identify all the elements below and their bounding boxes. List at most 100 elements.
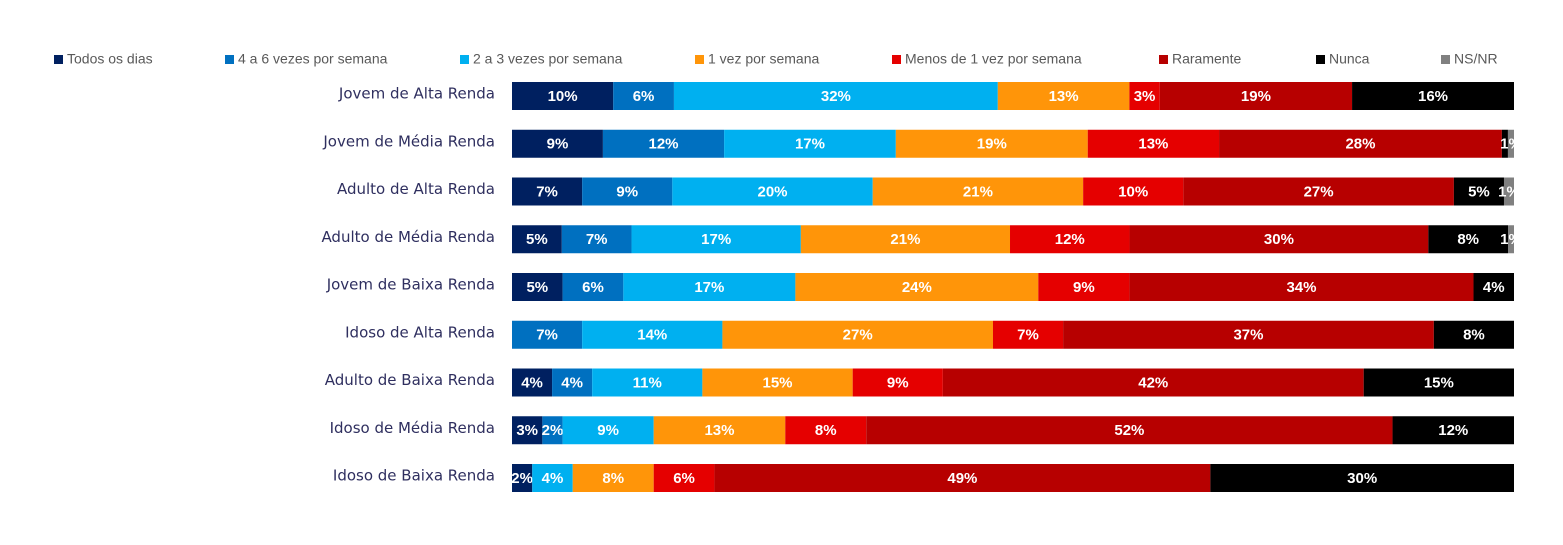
category-label: Idoso de Média Renda [330, 419, 495, 437]
data-label: 10% [1118, 183, 1148, 200]
data-label: 1% [1500, 231, 1522, 248]
data-label: 30% [1347, 470, 1377, 487]
data-label: 8% [1457, 231, 1479, 248]
data-label: 28% [1345, 136, 1375, 153]
category-label: Jovem de Baixa Renda [326, 276, 495, 294]
category-label: Adulto de Média Renda [321, 228, 495, 246]
bar-segment-todos-os-dias [512, 177, 583, 206]
bar-segment-2-a-3-vezes-por-semana [532, 464, 573, 492]
bar-segment-menos-de-1-vez-por-semana [1010, 225, 1130, 254]
data-label: 12% [1055, 231, 1085, 248]
data-label: 13% [1138, 136, 1168, 153]
bar-segment-2-a-3-vezes-por-semana [631, 225, 801, 254]
data-label: 19% [1241, 88, 1271, 105]
bar-segment-2-a-3-vezes-por-semana [724, 129, 896, 158]
bar-segment-todos-os-dias [512, 368, 553, 397]
data-label: 6% [633, 88, 655, 105]
bar-segment-4-a-6-vezes-por-semana [582, 177, 673, 206]
legend-swatch-ns-nr [1441, 55, 1450, 64]
bar-segment-1-vez-por-semana [872, 177, 1084, 206]
bar-segment-1-vez-por-semana [997, 82, 1130, 110]
category-label: Jovem de Alta Renda [338, 85, 495, 103]
bar-segment-1-vez-por-semana [702, 368, 853, 397]
bar-segment-4-a-6-vezes-por-semana [561, 225, 632, 254]
legend-label-todos-os-dias: Todos os dias [67, 51, 153, 67]
bar-segment-1-vez-por-semana [795, 273, 1039, 301]
legend-label-2-a-3-vezes-por-semana: 2 a 3 vezes por semana [473, 51, 623, 67]
legend-label-menos-de-1-vez-por-semana: Menos de 1 vez por semana [905, 51, 1082, 67]
data-label: 9% [616, 183, 638, 200]
bar-segment-1-vez-por-semana [895, 129, 1088, 158]
legend-label-nunca: Nunca [1329, 51, 1370, 67]
bar-segment-menos-de-1-vez-por-semana [1129, 82, 1160, 110]
bar-segment-menos-de-1-vez-por-semana [653, 464, 715, 492]
data-label: 12% [648, 136, 678, 153]
bar-segment-2-a-3-vezes-por-semana [673, 82, 998, 110]
bar-segment-raramente [1159, 82, 1353, 110]
data-label: 1% [1500, 136, 1522, 153]
bar-segment-todos-os-dias [512, 273, 563, 301]
category-label: Adulto de Alta Renda [337, 180, 495, 198]
category-labels: Jovem de Alta Renda Jovem de Média Renda A… [321, 85, 495, 485]
legend-swatch-nunca [1316, 55, 1325, 64]
bar-segment-ns-nr [1508, 225, 1514, 254]
data-label: 4% [1483, 279, 1505, 296]
bar-segment-nunca [1392, 416, 1514, 445]
data-label: 7% [1017, 327, 1039, 344]
data-label: 52% [1114, 422, 1144, 439]
bar-segment-2-a-3-vezes-por-semana [582, 320, 723, 349]
bar-segment-2-a-3-vezes-por-semana [562, 416, 654, 445]
bar-segment-4-a-6-vezes-por-semana [613, 82, 674, 110]
data-label: 21% [963, 183, 993, 200]
bar-segment-todos-os-dias [512, 225, 562, 254]
bar-segment-4-a-6-vezes-por-semana [542, 416, 563, 445]
bar-segment-nunca [1473, 273, 1514, 301]
bar-segment-ns-nr [1503, 177, 1514, 206]
data-label: 8% [815, 422, 837, 439]
data-label: 20% [758, 183, 788, 200]
bar-segment-ns-nr [1507, 129, 1514, 158]
data-label: 8% [602, 470, 624, 487]
bar-segment-menos-de-1-vez-por-semana [1083, 177, 1184, 206]
data-label: 21% [890, 231, 920, 248]
legend-label-ns-nr: NS/NR [1454, 51, 1498, 67]
data-label: 10% [548, 88, 578, 105]
data-label: 15% [763, 374, 793, 391]
bar-segment-4-a-6-vezes-por-semana [552, 368, 593, 397]
data-label: 17% [694, 279, 724, 296]
bar-segment-4-a-6-vezes-por-semana [512, 320, 583, 349]
legend-swatch-raramente [1159, 55, 1168, 64]
bar-segment-nunca [1501, 129, 1508, 158]
data-label: 34% [1286, 279, 1316, 296]
bar-segment-2-a-3-vezes-por-semana [672, 177, 873, 206]
data-label: 5% [526, 231, 548, 248]
bar-segment-menos-de-1-vez-por-semana [1087, 129, 1220, 158]
data-label: 12% [1438, 422, 1468, 439]
bar-segment-raramente [1129, 225, 1429, 254]
category-label: Adulto de Baixa Renda [325, 371, 495, 389]
data-label: 4% [542, 470, 564, 487]
data-label: 16% [1418, 88, 1448, 105]
legend-swatch-1-vez-por-semana [695, 55, 704, 64]
bars: 10% 6% 32% 13% 3% 19% 16% 9% 12% 17% 19% 13% 28% 1% 7%… [511, 82, 1522, 492]
bar-segment-1-vez-por-semana [572, 464, 654, 492]
legend-label-4-a-6-vezes-por-semana: 4 a 6 vezes por semana [238, 51, 388, 67]
bar-segment-todos-os-dias [512, 464, 533, 492]
data-label: 9% [597, 422, 619, 439]
data-label: 1% [1498, 183, 1520, 200]
data-label: 15% [1424, 374, 1454, 391]
bar-segment-nunca [1352, 82, 1514, 110]
data-label: 30% [1264, 231, 1294, 248]
data-label: 7% [586, 231, 608, 248]
bar-segment-1-vez-por-semana [653, 416, 786, 445]
legend-label-1-vez-por-semana: 1 vez por semana [708, 51, 819, 67]
data-label: 6% [582, 279, 604, 296]
bar-segment-raramente [1219, 129, 1502, 158]
bar-segment-todos-os-dias [512, 416, 543, 445]
bar-segment-nunca [1428, 225, 1509, 254]
data-label: 13% [704, 422, 734, 439]
bar-segment-nunca [1210, 464, 1514, 492]
data-label: 5% [526, 279, 548, 296]
